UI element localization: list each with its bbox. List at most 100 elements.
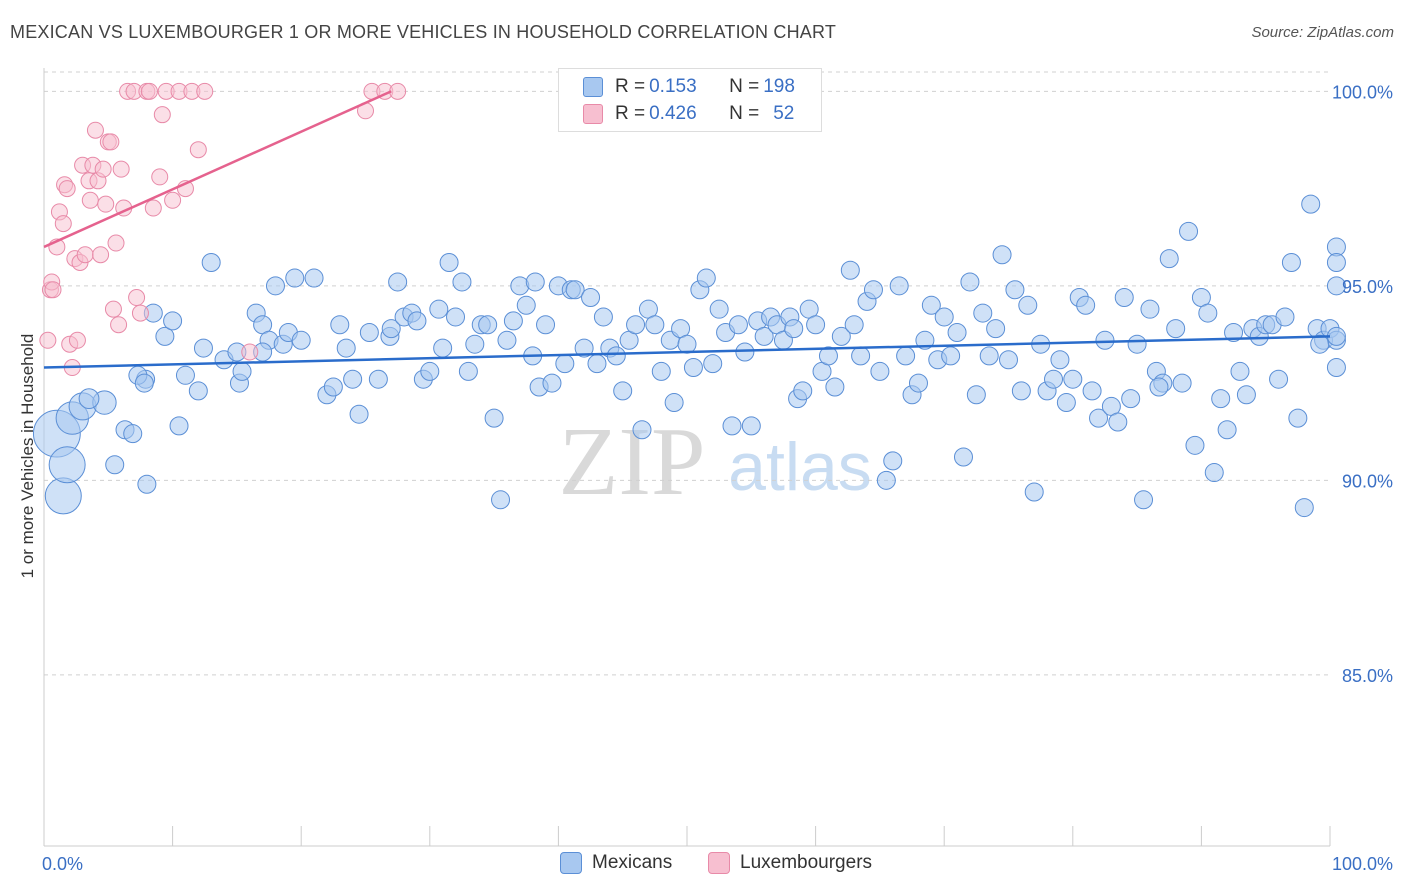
mexicans-point: [934, 307, 954, 327]
mexicans-point: [651, 361, 671, 381]
mexicans-point: [343, 369, 363, 389]
luxembourgers-point: [97, 195, 115, 213]
mexicans-point: [966, 385, 986, 405]
mexicans-point: [1108, 412, 1128, 432]
mexicans-point: [1063, 369, 1083, 389]
mexicans-point: [336, 338, 356, 358]
mexicans-point: [285, 268, 305, 288]
mexicans-point: [555, 354, 575, 374]
x-tick-label-max: 100.0%: [1332, 854, 1393, 874]
mexicans-point: [664, 393, 684, 413]
mexicans-point: [491, 490, 511, 510]
mexicans-point: [1005, 280, 1025, 300]
legend-n-value: 52: [773, 103, 795, 124]
mexicans-point: [323, 377, 343, 397]
mexicans-point: [947, 323, 967, 343]
watermark-atlas: atlas: [728, 429, 872, 505]
mexicans-point: [1326, 358, 1346, 378]
legend-n-label: N =: [729, 103, 760, 124]
luxembourgers-point: [389, 82, 407, 100]
mexicans-point: [973, 303, 993, 323]
luxembourgers-trend-line: [43, 90, 392, 249]
mexicans-point: [542, 373, 562, 393]
luxembourgers-point: [39, 331, 57, 349]
mexicans-point: [1011, 381, 1031, 401]
luxembourgers-point: [107, 234, 125, 252]
mexicans-point: [123, 424, 143, 444]
mexicans-point: [1121, 389, 1141, 409]
mexicans-point: [163, 311, 183, 331]
luxembourgers-point: [241, 343, 259, 361]
mexicans-point: [565, 280, 585, 300]
luxembourgers-point: [131, 304, 149, 322]
mexicans-point: [175, 365, 195, 385]
legend-r-value: 0.153: [649, 76, 697, 97]
legend-n-value: 198: [763, 76, 795, 97]
luxembourgers-point: [68, 331, 86, 349]
mexicans-point: [844, 315, 864, 335]
mexicans-point: [1044, 369, 1064, 389]
series-legend: Mexicans Luxembourgers: [0, 852, 1406, 876]
mexicans-point: [193, 338, 213, 358]
legend-row-luxembourgers: R = 0.426 N = 52: [583, 102, 794, 126]
legend-label-mexicans: Mexicans: [592, 852, 673, 873]
mexicans-point: [709, 299, 729, 319]
mexicans-point: [1294, 498, 1314, 518]
mexicans-point: [1204, 463, 1224, 483]
legend-n-label: N =: [729, 76, 760, 97]
mexicans-point: [863, 280, 883, 300]
mexicans-point: [1166, 319, 1186, 339]
mexicans-point: [536, 315, 556, 335]
mexicans-point: [1089, 408, 1109, 428]
mexicans-point: [683, 358, 703, 378]
mexicans-point: [291, 330, 311, 350]
legend-item-mexicans: Mexicans: [560, 852, 672, 874]
legend-r-label: R =: [615, 103, 646, 124]
y-tick-label: 100.0%: [1332, 82, 1393, 102]
trend-lines: [43, 90, 1331, 369]
mexicans-point: [889, 276, 909, 296]
mexicans-point: [581, 288, 601, 308]
mexicans-point: [484, 408, 504, 428]
mexicans-point: [754, 326, 774, 346]
mexicans-point: [992, 245, 1012, 265]
luxembourgers-point: [153, 106, 171, 124]
mexicans-point: [137, 474, 157, 494]
mexicans-point: [784, 319, 804, 339]
mexicans-point: [525, 272, 545, 292]
y-tick-label: 90.0%: [1342, 471, 1393, 491]
axes: [43, 68, 1331, 847]
mexicans-point: [999, 350, 1018, 370]
mexicans-point: [722, 416, 742, 436]
mexicans-point: [1140, 299, 1160, 319]
mexicans-point: [407, 311, 427, 331]
mexicans-point: [613, 381, 633, 401]
mexicans-point: [349, 404, 369, 424]
mexicans-point: [953, 447, 973, 467]
mexicans-point: [1326, 326, 1346, 346]
mexicans-point: [806, 315, 826, 335]
mexicans-point: [1149, 377, 1169, 397]
mexicans-point: [134, 373, 154, 393]
legend-r-value: 0.426: [649, 103, 697, 124]
mexicans-point: [1211, 389, 1231, 409]
source-label: Source: ZipAtlas.com: [1251, 24, 1394, 41]
luxembourgers-point: [128, 289, 146, 307]
luxembourgers-point: [86, 121, 104, 139]
mexicans-point: [1114, 288, 1134, 308]
mexicans-point: [446, 307, 466, 327]
luxembourgers-point: [44, 281, 62, 299]
mexicans-point: [1172, 373, 1192, 393]
luxembourgers-point: [102, 133, 120, 151]
mexicans-point: [1134, 490, 1154, 510]
mexicans-point: [304, 268, 324, 288]
mexicans-point: [439, 253, 459, 272]
mexicans-point: [1281, 253, 1301, 272]
x-tick-label-min: 0.0%: [42, 854, 83, 874]
mexicans-point: [516, 295, 536, 315]
mexicans-point: [728, 315, 748, 335]
luxembourgers-point: [144, 199, 162, 217]
chart-title: MEXICAN VS LUXEMBOURGER 1 OR MORE VEHICL…: [10, 22, 837, 42]
mexicans-point: [433, 338, 453, 358]
mexicans-point: [831, 326, 851, 346]
